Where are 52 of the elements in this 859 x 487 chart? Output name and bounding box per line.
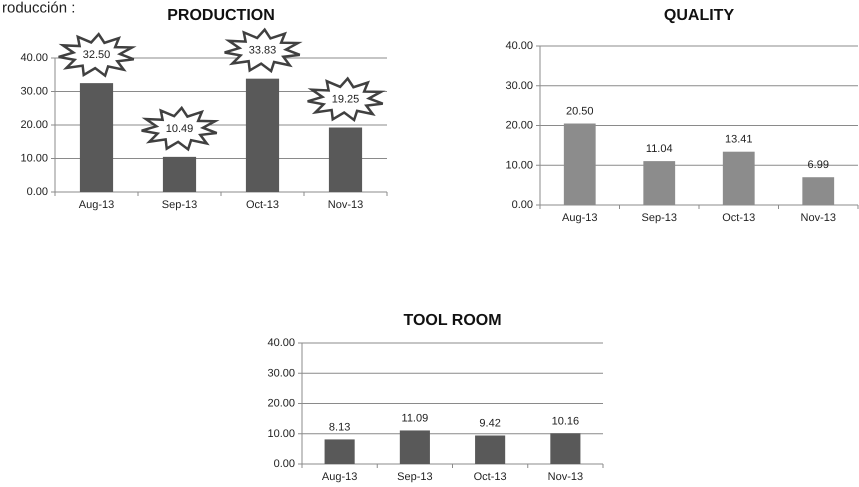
x-tick-label: Aug-13 bbox=[322, 471, 358, 483]
y-tick-label: 20.00 bbox=[505, 120, 533, 132]
bar bbox=[802, 177, 834, 205]
x-tick-label: Sep-13 bbox=[162, 199, 198, 211]
y-tick-label: 30.00 bbox=[267, 367, 295, 380]
data-label: 11.09 bbox=[402, 412, 428, 424]
data-label: 9.42 bbox=[479, 418, 501, 430]
y-tick-label: 40.00 bbox=[505, 40, 533, 52]
y-tick-label: 40.00 bbox=[20, 52, 48, 64]
y-tick-label: 0.00 bbox=[26, 186, 48, 198]
x-tick-label: Aug-13 bbox=[562, 212, 598, 224]
chart-title: PRODUCTION bbox=[167, 7, 275, 24]
y-tick-label: 0.00 bbox=[512, 199, 533, 211]
x-tick-label: Oct-13 bbox=[246, 199, 280, 211]
bar bbox=[328, 128, 362, 192]
bar bbox=[475, 436, 506, 464]
x-tick-label: Aug-13 bbox=[78, 199, 114, 211]
x-tick-label: Nov-13 bbox=[800, 212, 836, 224]
text: roducción : bbox=[2, 0, 76, 16]
y-tick-label: 10.00 bbox=[20, 152, 48, 164]
bar bbox=[162, 156, 196, 192]
data-label: 32.50 bbox=[82, 49, 110, 62]
bar bbox=[550, 433, 580, 464]
y-tick-label: 40.00 bbox=[267, 337, 295, 349]
data-label: 6.99 bbox=[808, 159, 829, 172]
y-tick-label: 30.00 bbox=[505, 80, 533, 92]
data-label: 10.16 bbox=[552, 415, 580, 428]
chart-title: QUALITY bbox=[664, 7, 734, 24]
data-label: 13.41 bbox=[724, 134, 753, 146]
y-tick-label: 10.00 bbox=[505, 159, 533, 172]
x-tick-label: Nov-13 bbox=[548, 471, 584, 483]
y-tick-label: 30.00 bbox=[20, 86, 48, 98]
data-label: 10.49 bbox=[166, 122, 194, 135]
x-tick-label: Oct-13 bbox=[722, 212, 756, 224]
data-label: 20.50 bbox=[566, 106, 594, 118]
data-label: 33.83 bbox=[248, 44, 276, 57]
y-tick-label: 20.00 bbox=[267, 398, 295, 410]
x-tick-label: Nov-13 bbox=[328, 199, 364, 211]
x-tick-label: Oct-13 bbox=[474, 471, 507, 483]
y-tick-label: 0.00 bbox=[274, 458, 295, 470]
bar bbox=[80, 83, 114, 192]
bar bbox=[324, 439, 355, 464]
y-tick-label: 10.00 bbox=[267, 428, 295, 440]
x-tick-label: Sep-13 bbox=[397, 471, 433, 483]
data-label: 11.04 bbox=[646, 143, 673, 156]
bar bbox=[246, 78, 280, 192]
y-tick-label: 20.00 bbox=[20, 119, 48, 131]
x-tick-label: Sep-13 bbox=[642, 212, 677, 224]
data-label: 19.25 bbox=[332, 94, 360, 106]
bar bbox=[400, 430, 430, 464]
chart-title: TOOL ROOM bbox=[403, 312, 502, 329]
data-label: 8.13 bbox=[328, 421, 350, 434]
